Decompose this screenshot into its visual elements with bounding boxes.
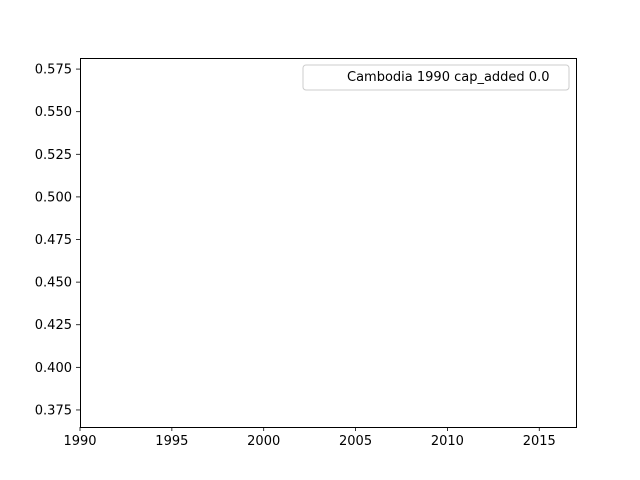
x-tick-label: 2010 xyxy=(431,434,464,449)
y-tick-label: 0.575 xyxy=(35,63,72,78)
plot-area xyxy=(80,58,577,428)
y-tick-label: 0.475 xyxy=(35,233,72,248)
y-tick-label: 0.450 xyxy=(35,276,72,291)
y-tick-label: 0.375 xyxy=(35,403,72,418)
x-tick-label: 1990 xyxy=(63,434,96,449)
x-tick-label: 1995 xyxy=(155,434,188,449)
x-tick-label: 2015 xyxy=(523,434,556,449)
axes-frame xyxy=(80,58,577,428)
legend-box xyxy=(302,64,570,91)
y-tick-label: 0.525 xyxy=(35,148,72,163)
legend: Cambodia 1990 cap_added 0.0 xyxy=(302,64,570,91)
y-tick-label: 0.550 xyxy=(35,105,72,120)
x-axis: 1990 1995 2000 2005 2010 2015 xyxy=(63,427,556,449)
x-tick-label: 2000 xyxy=(247,434,280,449)
legend-label: Cambodia 1990 cap_added 0.0 xyxy=(347,70,549,85)
y-axis: 0.375 0.400 0.425 0.450 0.475 0.500 0.525 0.550… xyxy=(35,63,80,418)
y-tick-label: 0.500 xyxy=(35,190,72,205)
y-tick-label: 0.425 xyxy=(35,318,72,333)
x-tick-label: 2005 xyxy=(339,434,372,449)
y-tick-label: 0.400 xyxy=(35,361,72,376)
